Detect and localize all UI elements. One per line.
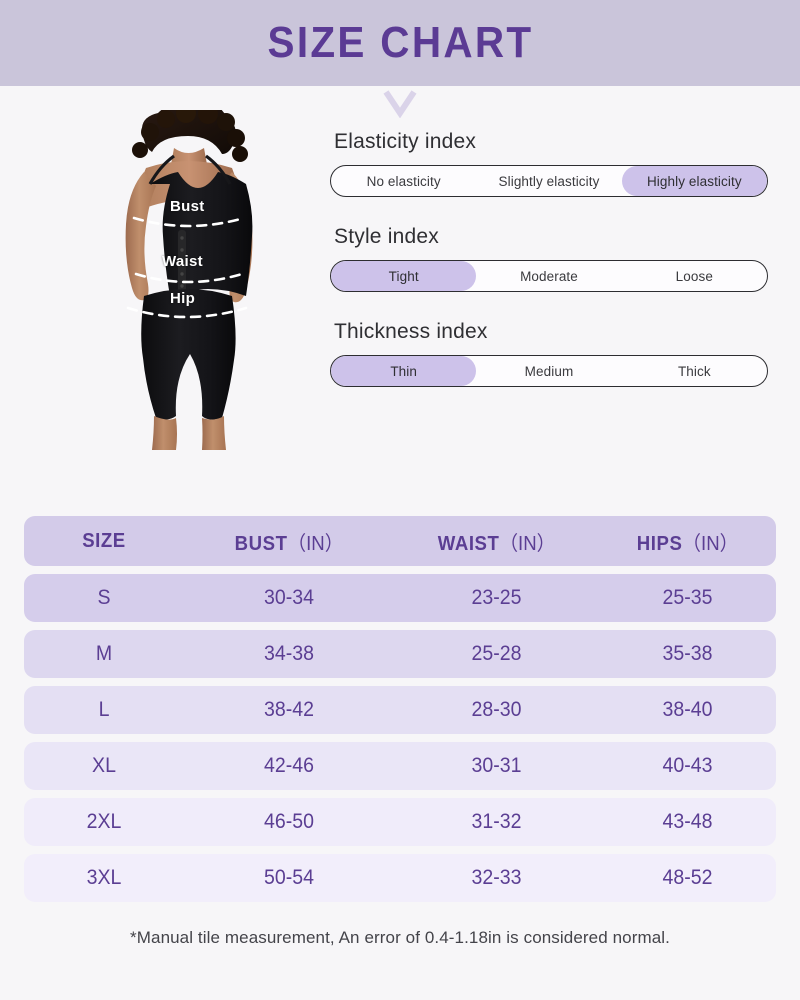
style-index-group: Style index Tight Moderate Loose [330,225,768,292]
cell-bust: 38-42 [264,698,314,721]
hip-measure-line [126,306,248,319]
cell-hips: 40-43 [662,754,713,777]
cell-hips: 38-40 [662,698,713,721]
top-section: Bust Waist Hip Elasticity index No elast… [0,101,800,472]
model-column: Bust Waist Hip [0,101,330,472]
table-row: XL 42-46 30-31 40-43 [24,742,776,790]
header-hips-unit: （IN） [682,532,739,555]
header-waist-text: WAIST [437,532,500,555]
cell-size: 2XL [86,810,122,833]
bust-measure-line [132,216,246,228]
chevron-down-icon [383,90,417,118]
thickness-index-title: Thickness index [334,320,488,343]
header-waist-unit: （IN） [499,532,556,555]
header-hips: HIPS（IN） [605,527,770,556]
thickness-option-thick[interactable]: Thick [677,363,711,379]
cell-waist: 31-32 [471,810,522,833]
footnote: *Manual tile measurement, An error of 0.… [130,928,670,947]
thickness-option-thin[interactable]: Thin [331,356,477,386]
header-size: SIZE [82,529,126,552]
hip-label: Hip [170,290,196,307]
cell-bust: 42-46 [264,754,314,777]
page-title: SIZE CHART [267,18,533,67]
cell-waist: 30-31 [471,754,522,777]
left-arm [125,172,156,301]
style-option-loose[interactable]: Loose [675,268,713,284]
hook-panel [178,230,186,306]
elasticity-option-highly[interactable]: Highly elasticity [621,166,767,196]
header-bust: BUST（IN） [191,527,386,556]
header-bust-unit: （IN） [287,532,344,555]
thickness-option-medium[interactable]: Medium [524,363,574,379]
cell-waist: 32-33 [471,866,522,889]
strap-right [205,154,232,185]
header-bust-text: BUST [234,532,288,555]
table-body: S 30-34 23-25 25-35 M 34-38 25-28 35-38 L 38-42 28… [24,574,776,902]
style-index-title: Style index [334,225,439,248]
style-option-moderate[interactable]: Moderate [520,268,578,284]
cell-hips: 35-38 [662,642,713,665]
table-row: L 38-42 28-30 38-40 [24,686,776,734]
model-illustration [125,101,253,450]
style-option-tight[interactable]: Tight [331,261,477,291]
waist-label: Waist [162,253,203,270]
cell-waist: 25-28 [471,642,522,665]
page-header: SIZE CHART [0,0,800,86]
elasticity-option-no[interactable]: No elasticity [366,173,441,189]
right-thigh [202,416,226,450]
strap-left [148,154,175,185]
elasticity-index-group: Elasticity index No elasticity Slightly … [330,130,768,197]
thickness-index-group: Thickness index Thin Medium Thick [330,320,768,387]
table-row: 2XL 46-50 31-32 43-48 [24,798,776,846]
cell-bust: 50-54 [264,866,314,889]
index-column: Elasticity index No elasticity Slightly … [330,122,800,472]
style-index-track[interactable]: Tight Moderate Loose [330,260,768,292]
cell-waist: 28-30 [471,698,522,721]
cell-bust: 30-34 [264,586,314,609]
header-hips-text: HIPS [636,532,683,555]
cell-hips: 25-35 [662,586,713,609]
chevron-down-icon-wrap [0,86,800,122]
model-photo: Bust Waist Hip [78,101,298,450]
thickness-index-track[interactable]: Thin Medium Thick [330,355,768,387]
cell-size: S [97,586,111,609]
bust-label: Bust [170,198,205,215]
cell-bust: 34-38 [264,642,314,665]
table-header-row: SIZE BUST（IN） WAIST（IN） HIPS（IN） [24,516,776,566]
left-thigh [152,416,177,450]
cell-bust: 46-50 [264,810,314,833]
cell-size: M [95,642,113,665]
shorts [141,289,236,420]
waist-measure-line [134,272,244,284]
cell-size: XL [92,754,116,777]
cell-waist: 23-25 [471,586,522,609]
bodysuit-top [150,172,253,296]
elasticity-index-title: Elasticity index [334,130,477,153]
size-table: SIZE BUST（IN） WAIST（IN） HIPS（IN） S 30-34 2… [0,472,800,948]
cell-hips: 43-48 [662,810,713,833]
cell-hips: 48-52 [662,866,713,889]
table-row: S 30-34 23-25 25-35 [24,574,776,622]
table-row: M 34-38 25-28 35-38 [24,630,776,678]
header-waist: WAIST（IN） [401,527,592,556]
cell-size: 3XL [86,866,122,889]
table-row: 3XL 50-54 32-33 48-52 [24,854,776,902]
cell-size: L [98,698,110,721]
elasticity-option-slightly[interactable]: Slightly elasticity [498,173,600,189]
elasticity-index-track[interactable]: No elasticity Slightly elasticity Highly… [330,165,768,197]
